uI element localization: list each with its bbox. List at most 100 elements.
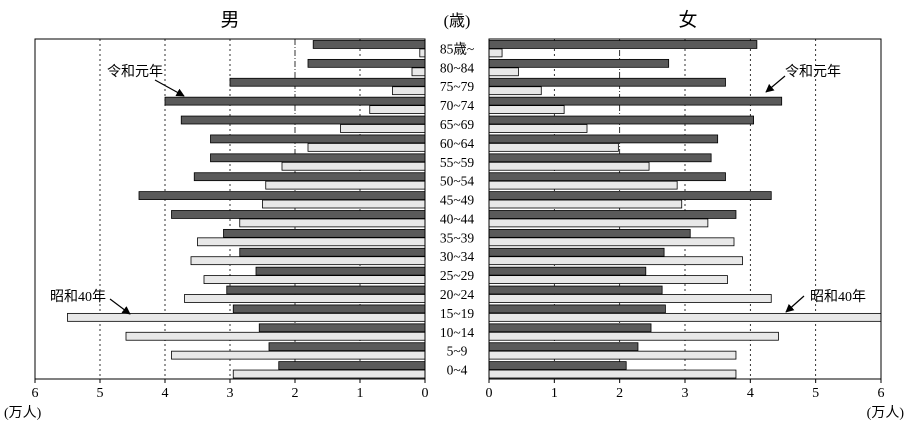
female-bar-showa40-1 — [488, 67, 519, 77]
male-tick-label-1: 1 — [357, 386, 364, 401]
annotation-arrow-3 — [785, 295, 805, 313]
female-tick-label-4: 4 — [747, 386, 754, 401]
annotation-arrow-0 — [154, 79, 185, 97]
male-bar-reiwa1-14 — [232, 304, 426, 314]
age-label-9: 40~44 — [440, 211, 475, 226]
annotation-label-2: 昭和40年 — [50, 289, 106, 305]
male-bar-showa40-8 — [262, 199, 426, 209]
female-bar-showa40-13 — [488, 294, 772, 303]
male-bar-showa40-15 — [125, 331, 426, 341]
female-tick-label-6: 6 — [878, 386, 885, 401]
male-bar-showa40-7 — [265, 180, 426, 190]
female-tick-label-3: 3 — [682, 386, 689, 401]
female-bar-showa40-9 — [488, 218, 709, 228]
male-tick-label-3: 3 — [227, 386, 234, 401]
female-tick-label-5: 5 — [812, 386, 819, 401]
age-label-11: 30~34 — [440, 249, 475, 264]
female-bar-showa40-14 — [488, 312, 882, 322]
female-tick-label-0: 0 — [486, 386, 493, 401]
male-bar-showa40-1 — [411, 67, 426, 77]
title-male: 男 — [220, 10, 239, 31]
male-bar-reiwa1-4 — [180, 115, 426, 125]
frame-layer — [34, 38, 882, 383]
male-bar-showa40-3 — [369, 105, 426, 114]
female-bar-reiwa1-12 — [488, 266, 647, 276]
male-bar-showa40-13 — [184, 294, 426, 303]
female-bar-showa40-10 — [488, 237, 735, 247]
male-tick-label-6: 6 — [32, 386, 39, 401]
male-bar-reiwa1-5 — [210, 134, 426, 144]
age-label-16: 5~9 — [447, 344, 468, 359]
female-bar-showa40-12 — [488, 275, 728, 284]
female-bar-showa40-7 — [488, 180, 678, 190]
female-bar-showa40-17 — [488, 369, 737, 379]
age-label-13: 20~24 — [440, 287, 475, 302]
male-bar-reiwa1-1 — [307, 58, 426, 68]
grid-layer — [99, 39, 817, 379]
female-bar-showa40-0 — [488, 48, 503, 58]
male-bar-showa40-9 — [239, 218, 426, 228]
male-bar-showa40-4 — [340, 124, 426, 133]
female-tick-label-2: 2 — [616, 386, 623, 401]
male-bar-reiwa1-7 — [193, 172, 426, 182]
age-label-3: 70~74 — [440, 98, 475, 113]
male-bar-reiwa1-6 — [210, 153, 426, 163]
annotation-label-0: 令和元年 — [107, 64, 163, 80]
male-bar-showa40-17 — [232, 369, 426, 379]
female-bar-reiwa1-3 — [488, 96, 783, 106]
male-bar-reiwa1-10 — [223, 228, 426, 238]
male-bar-showa40-6 — [281, 161, 426, 171]
age-label-2: 75~79 — [440, 79, 475, 94]
age-label-1: 80~84 — [440, 60, 475, 75]
female-bar-showa40-11 — [488, 256, 743, 266]
female-bar-showa40-3 — [488, 105, 565, 114]
age-label-7: 50~54 — [440, 174, 475, 189]
age-label-5: 60~64 — [440, 136, 475, 151]
female-bar-reiwa1-2 — [488, 77, 726, 87]
male-bar-showa40-16 — [171, 350, 426, 360]
male-bar-reiwa1-12 — [255, 266, 426, 276]
male-bar-showa40-0 — [419, 48, 426, 58]
female-bar-reiwa1-15 — [488, 323, 652, 333]
female-bar-showa40-16 — [488, 350, 737, 360]
bar-layer — [67, 40, 882, 379]
female-tick-label-1: 1 — [551, 386, 558, 401]
female-bar-reiwa1-0 — [488, 40, 758, 49]
age-label-10: 35~39 — [440, 230, 475, 245]
unit-label-left: (万人) — [4, 405, 42, 421]
male-bar-showa40-11 — [190, 256, 426, 266]
male-bar-reiwa1-13 — [226, 285, 426, 295]
male-bar-reiwa1-9 — [171, 210, 426, 219]
annotation-label-3: 昭和40年 — [810, 289, 866, 305]
female-bar-showa40-4 — [488, 124, 588, 133]
age-label-6: 55~59 — [440, 155, 475, 170]
age-label-8: 45~49 — [440, 193, 475, 208]
male-bar-showa40-14 — [67, 312, 426, 322]
male-bar-reiwa1-2 — [229, 77, 426, 87]
male-bar-showa40-12 — [203, 275, 426, 284]
age-label-4: 65~69 — [440, 117, 475, 132]
male-bar-reiwa1-8 — [138, 191, 426, 200]
male-tick-label-0: 0 — [422, 386, 429, 401]
age-label-17: 0~4 — [447, 363, 468, 378]
age-label-0: 85歳~ — [440, 41, 474, 56]
female-bar-reiwa1-6 — [488, 153, 712, 163]
female-bar-reiwa1-1 — [488, 58, 670, 68]
female-bar-showa40-15 — [488, 331, 779, 341]
male-tick-label-5: 5 — [97, 386, 104, 401]
female-bar-reiwa1-4 — [488, 115, 755, 125]
female-bar-reiwa1-8 — [488, 191, 772, 200]
female-bar-reiwa1-14 — [488, 304, 666, 314]
male-bar-reiwa1-17 — [278, 361, 426, 370]
male-bar-reiwa1-11 — [239, 247, 426, 257]
female-bar-reiwa1-11 — [488, 247, 665, 257]
female-bar-reiwa1-9 — [488, 210, 737, 219]
female-bar-reiwa1-7 — [488, 172, 726, 182]
male-bar-reiwa1-0 — [312, 40, 426, 49]
male-bar-reiwa1-15 — [258, 323, 426, 333]
male-bar-reiwa1-3 — [164, 96, 426, 106]
male-bar-showa40-10 — [197, 237, 426, 247]
female-bar-reiwa1-17 — [488, 361, 627, 370]
male-bar-showa40-2 — [392, 86, 426, 96]
